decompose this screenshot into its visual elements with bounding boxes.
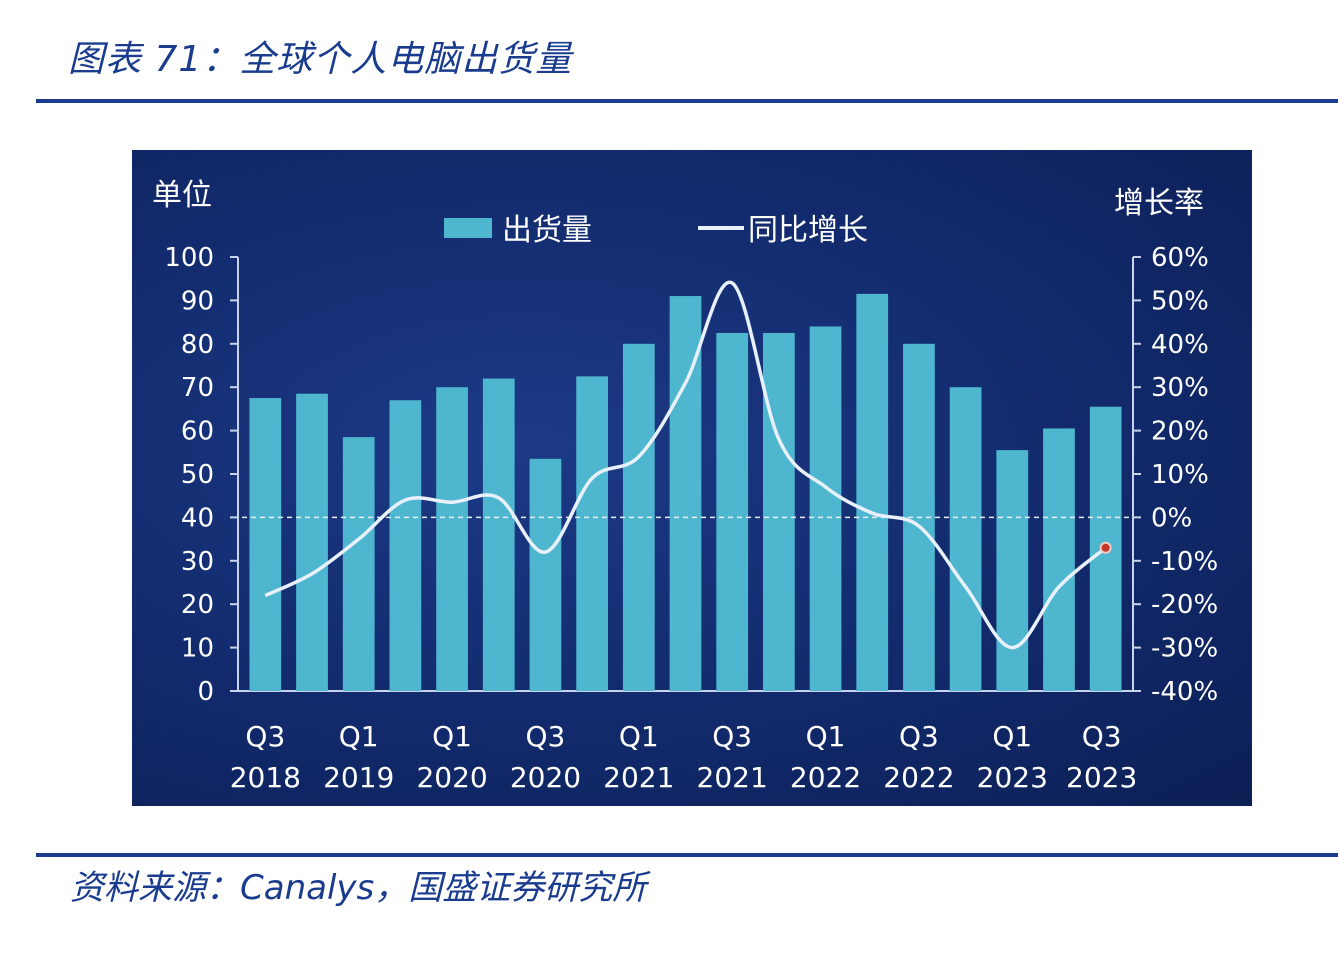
x-tick-year: 2022 xyxy=(790,761,861,794)
x-tick-year: 2021 xyxy=(697,761,768,794)
right-tick-label: 40% xyxy=(1151,330,1209,360)
right-tick-label: -10% xyxy=(1151,547,1218,577)
legend-bar-swatch xyxy=(444,218,492,238)
left-tick-label: 30 xyxy=(181,547,214,577)
x-tick-year: 2019 xyxy=(323,761,394,794)
x-tick-quarter: Q1 xyxy=(806,720,846,753)
bar-shipment xyxy=(389,400,422,691)
bar-shipment xyxy=(856,293,889,691)
x-tick-quarter: Q3 xyxy=(1082,720,1122,753)
right-tick-label: 20% xyxy=(1151,417,1209,447)
chart-svg: 0 10 20 30 40 50 60 70 80 90 100 -40% -30% -20% -10% 0%… xyxy=(152,178,1218,794)
bar-shipment xyxy=(482,378,515,691)
left-tick-label: 70 xyxy=(181,373,214,403)
bar-shipment xyxy=(249,398,282,691)
right-tick-label: -40% xyxy=(1151,677,1218,707)
bar-shipment xyxy=(1043,428,1075,691)
right-tick-label: -30% xyxy=(1151,634,1218,664)
bar-shipment xyxy=(296,393,328,691)
right-tick-label: 0% xyxy=(1151,503,1192,533)
x-tick-quarter: Q1 xyxy=(432,720,472,753)
right-tick-label: 60% xyxy=(1151,243,1209,273)
x-tick-year: 2020 xyxy=(510,761,581,794)
source-rule xyxy=(36,853,1338,857)
legend-line-label: 同比增长 xyxy=(748,213,868,248)
right-tick-label: -20% xyxy=(1151,590,1218,620)
bar-shipment xyxy=(809,326,842,691)
x-tick-quarter: Q1 xyxy=(339,720,379,753)
bar-shipment xyxy=(762,332,795,691)
x-tick-year: 2023 xyxy=(977,761,1048,794)
left-tick-label: 90 xyxy=(181,286,214,316)
left-tick-label: 50 xyxy=(181,460,214,490)
growth-line xyxy=(264,280,1107,650)
x-tick-quarter: Q3 xyxy=(899,720,939,753)
left-tick-label: 10 xyxy=(181,634,214,664)
bar-shipment xyxy=(576,376,609,691)
x-tick-year: 2021 xyxy=(603,761,674,794)
x-tick-year: 2020 xyxy=(416,761,487,794)
chart-panel: 0 10 20 30 40 50 60 70 80 90 100 -40% -30% -20% -10% 0%… xyxy=(132,150,1252,806)
x-tick-quarter: Q3 xyxy=(245,720,285,753)
right-tick-label: 30% xyxy=(1151,373,1209,403)
legend-bar-label: 出货量 xyxy=(502,213,592,248)
x-tick-quarter: Q1 xyxy=(619,720,659,753)
growth-line-endpoint xyxy=(1099,541,1112,554)
left-tick-label: 80 xyxy=(181,330,214,360)
bar-shipment xyxy=(529,458,562,691)
x-tick-year: 2018 xyxy=(230,761,301,794)
figure-title: 图表 71：全球个人电脑出货量 xyxy=(68,39,573,80)
x-tick-quarter: Q1 xyxy=(992,720,1032,753)
bar-shipment xyxy=(716,332,749,691)
x-tick-year: 2022 xyxy=(883,761,954,794)
bar-shipment xyxy=(436,387,468,691)
left-axis-title: 单位 xyxy=(152,178,212,213)
x-tick-quarter: Q3 xyxy=(526,720,566,753)
title-rule xyxy=(36,99,1338,103)
right-tick-label: 10% xyxy=(1151,460,1209,490)
source-note: 资料来源：Canalys，国盛证券研究所 xyxy=(70,868,647,908)
bar-shipment xyxy=(949,387,982,691)
left-tick-label: 40 xyxy=(181,503,214,533)
right-tick-label: 50% xyxy=(1151,286,1209,316)
bar-shipment xyxy=(342,437,375,691)
bar-shipment xyxy=(996,450,1029,691)
left-tick-label: 100 xyxy=(164,243,214,273)
left-tick-label: 0 xyxy=(197,677,214,707)
x-tick-quarter: Q3 xyxy=(712,720,752,753)
left-tick-label: 60 xyxy=(181,417,214,447)
left-tick-label: 20 xyxy=(181,590,214,620)
right-axis-title: 增长率 xyxy=(1114,186,1204,221)
x-tick-year: 2023 xyxy=(1066,761,1137,794)
